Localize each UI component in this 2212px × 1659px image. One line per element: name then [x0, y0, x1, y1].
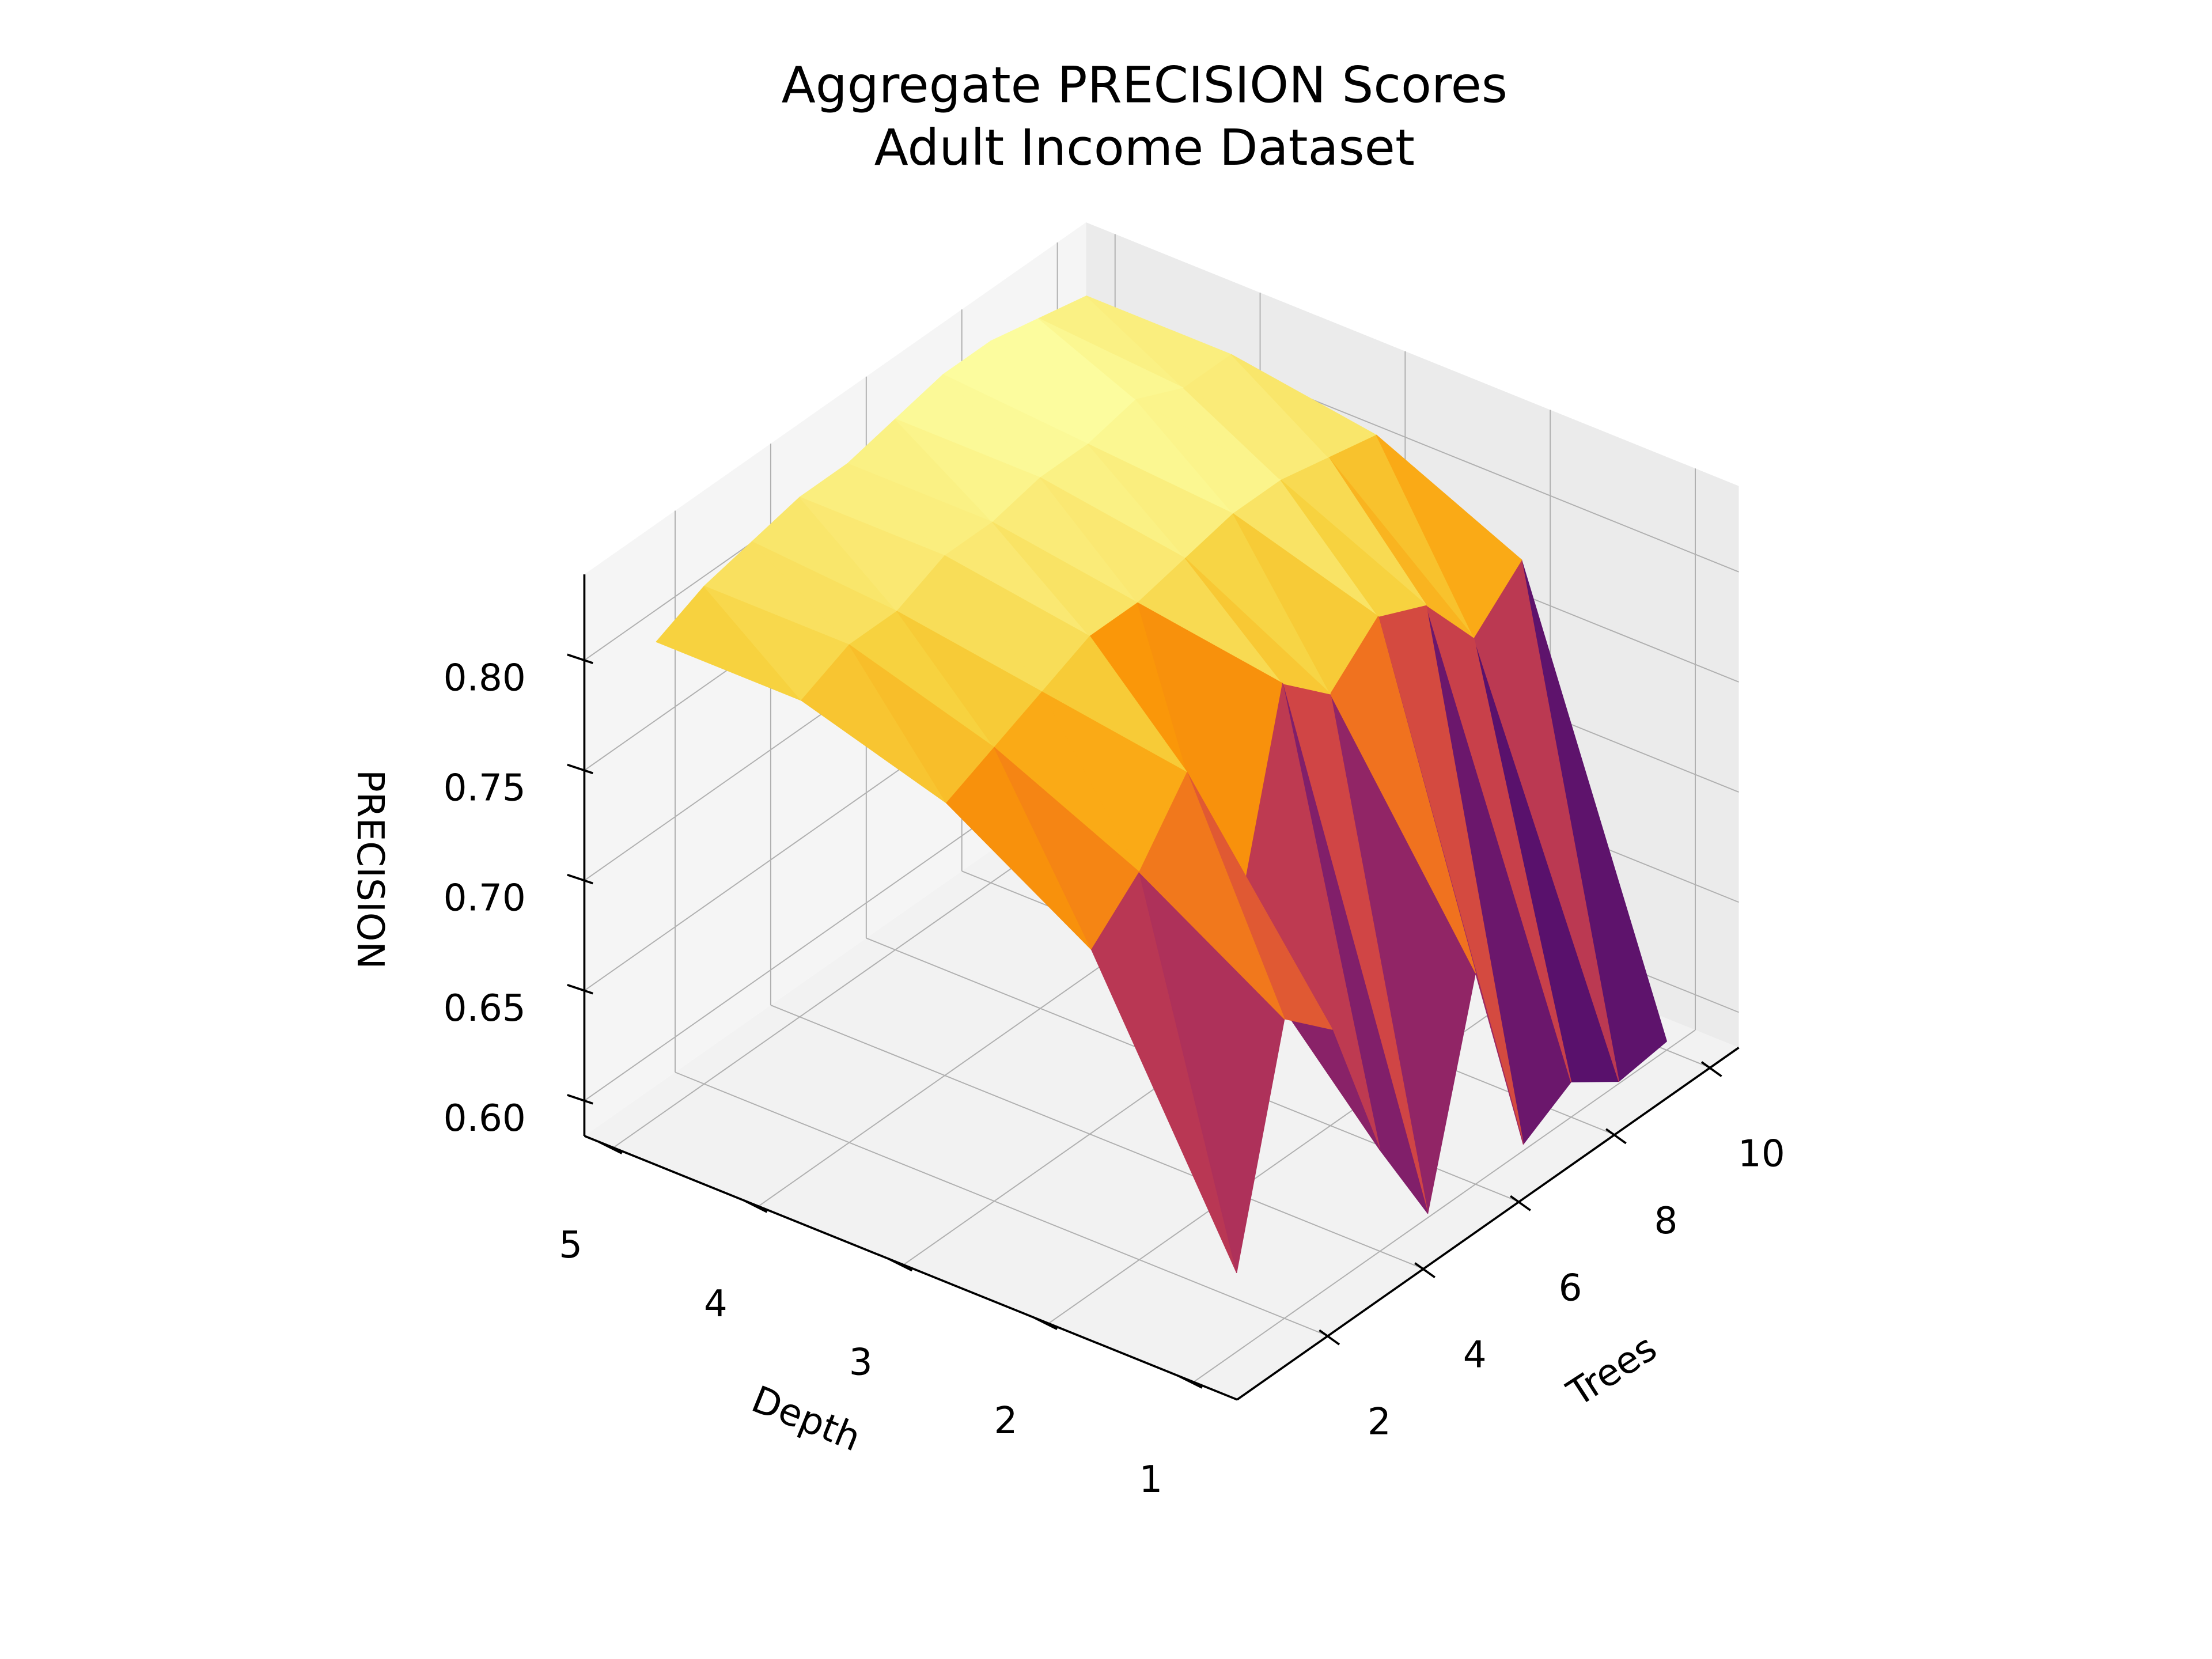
z-tick [567, 983, 593, 995]
z-tick-label: 0.70 [444, 877, 526, 920]
x-tick-label: 2 [994, 1399, 1018, 1442]
x-tick [744, 1199, 768, 1213]
grid-line [1048, 971, 1551, 1324]
surface-face [1376, 434, 1522, 638]
z-tick-label: 0.65 [444, 987, 526, 1030]
y-tick [1700, 1061, 1722, 1077]
y-axis-line [1236, 1047, 1740, 1401]
y-tick-label: 2 [1368, 1400, 1391, 1444]
x-tick [599, 1141, 623, 1154]
x-tick-label: 1 [1139, 1458, 1162, 1501]
z-axis-label: PRECISION [349, 770, 392, 969]
x-tick-label: 4 [704, 1282, 728, 1325]
grid-line [770, 1005, 1424, 1270]
chart-subtitle: Adult Income Dataset [874, 119, 1415, 177]
y-tick [1319, 1329, 1340, 1346]
grid-line [1193, 1029, 1696, 1382]
x-tick-label: 3 [849, 1341, 873, 1384]
surface-face [1280, 479, 1427, 617]
x-tick [1179, 1375, 1203, 1389]
grid-line [675, 1071, 1328, 1337]
y-tick [1414, 1262, 1435, 1279]
surface-face [1330, 616, 1476, 974]
z-tick [567, 653, 593, 664]
x-tick [1033, 1316, 1058, 1331]
y-tick-label: 4 [1463, 1334, 1487, 1377]
y-tick-label: 6 [1559, 1266, 1582, 1309]
x-axis-line [584, 1135, 1238, 1401]
chart-title: Aggregate PRECISION Scores [782, 56, 1508, 114]
z-tick-label: 0.75 [444, 767, 526, 810]
surface-face [1185, 558, 1331, 695]
z-tick-label: 0.80 [444, 656, 526, 699]
z-tick [567, 873, 593, 885]
x-tick-label: 5 [559, 1224, 582, 1267]
x-axis-label: Depth [746, 1378, 867, 1460]
y-tick [1605, 1128, 1627, 1145]
y-tick-label: 8 [1654, 1199, 1678, 1243]
y-axis-label: Trees [1559, 1326, 1664, 1415]
x-tick [888, 1258, 913, 1272]
y-tick-label: 10 [1738, 1132, 1785, 1175]
surface-face [1139, 772, 1285, 1020]
z-tick [567, 763, 593, 775]
y-tick [1510, 1195, 1531, 1211]
z-tick-label: 0.60 [444, 1097, 526, 1140]
z-tick [567, 1094, 593, 1105]
